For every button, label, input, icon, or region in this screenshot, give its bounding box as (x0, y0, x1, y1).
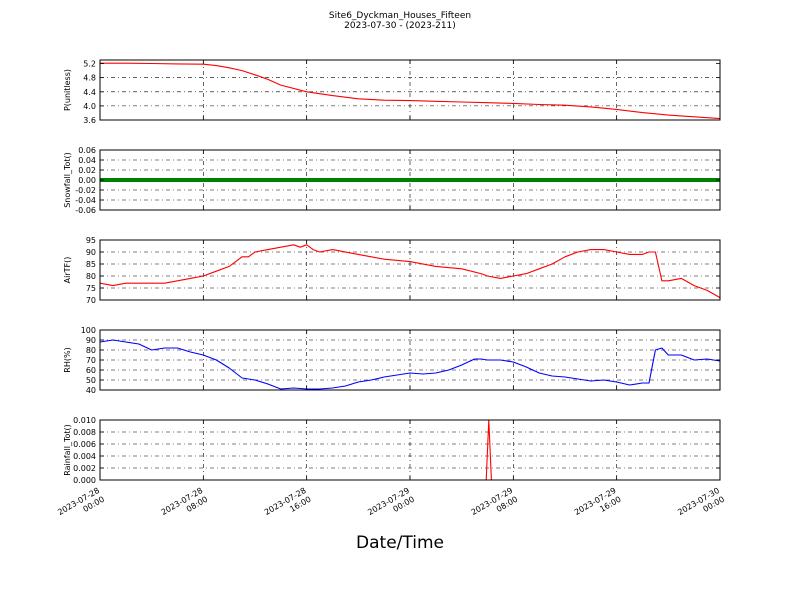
y-tick-label: 0.04 (78, 156, 96, 165)
y-tick-label: 80 (86, 346, 96, 355)
y-axis-label: P(unitless) (63, 69, 72, 111)
y-tick-label: 40 (86, 386, 96, 395)
y-tick-label: 0.008 (73, 428, 96, 437)
y-tick-label: 80 (86, 272, 96, 281)
y-tick-label: 4.0 (83, 102, 96, 111)
y-tick-label: 3.6 (83, 116, 96, 125)
chart-title: Site6_Dyckman_Houses_Fifteen (328, 11, 472, 21)
y-tick-label: -0.04 (75, 196, 96, 205)
x-tick-label: 2023-07-2808:00 (160, 486, 210, 526)
panel-1: 3.6 4.0 4.4 4.8 5.2 P(unitless) (63, 59, 721, 125)
series-line (100, 62, 721, 120)
y-tick-label: 4.8 (83, 74, 96, 83)
x-tick-label: 2023-07-2916:00 (573, 486, 623, 526)
y-tick-label: 0.02 (78, 166, 96, 175)
y-tick-label: 75 (86, 284, 96, 293)
y-tick-label: 70 (86, 296, 96, 305)
panel-3: 70 75 80 85 90 95 AirTF() (63, 236, 721, 305)
y-tick-label: 0.002 (73, 464, 96, 473)
y-axis-label: Rainfall_Tot() (63, 424, 72, 476)
x-tick-label: 2023-07-2800:00 (56, 486, 106, 526)
y-axis-label: Snowfall_Tot() (63, 152, 72, 208)
y-axis-label: AirTF() (63, 257, 72, 284)
y-tick-label: 0.004 (73, 452, 96, 461)
x-tick-label: 2023-07-2908:00 (470, 486, 520, 526)
x-tick-label: 2023-07-2816:00 (263, 486, 313, 526)
x-tick-label: 2023-07-3000:00 (676, 486, 726, 526)
y-tick-label: 85 (86, 260, 96, 269)
panel-2: -0.06-0.04-0.020.000.020.040.06 Snowfall_… (63, 146, 721, 215)
y-tick-label: 4.4 (83, 88, 96, 97)
y-tick-label: 0.00 (78, 176, 96, 185)
y-tick-label: 60 (86, 366, 96, 375)
y-tick-label: -0.02 (75, 186, 96, 195)
y-tick-label: 5.2 (83, 60, 96, 69)
panel-5: 0.000 0.002 0.004 0.006 0.008 0.010Rainfall_T… (63, 416, 721, 485)
series-line (99, 339, 721, 390)
chart-subtitle: 2023-07-30 - (2023-211) (344, 21, 456, 31)
y-tick-label: 0.010 (73, 416, 96, 425)
y-axis-label: RH(%) (63, 347, 72, 372)
y-tick-label: 0.06 (78, 146, 96, 155)
y-tick-label: 0.006 (73, 440, 96, 449)
y-tick-label: 50 (86, 376, 96, 385)
y-tick-label: 90 (86, 336, 96, 345)
y-tick-label: 95 (86, 236, 96, 245)
x-tick-label: 2023-07-2900:00 (366, 486, 416, 526)
y-tick-label: 70 (86, 356, 96, 365)
y-tick-label: 90 (86, 248, 96, 257)
x-axis-label: Date/Time (356, 533, 444, 553)
y-tick-label: -0.06 (75, 206, 96, 215)
y-tick-label: 100 (81, 326, 96, 335)
y-tick-label: 0.000 (73, 476, 96, 485)
series-line (99, 244, 721, 299)
